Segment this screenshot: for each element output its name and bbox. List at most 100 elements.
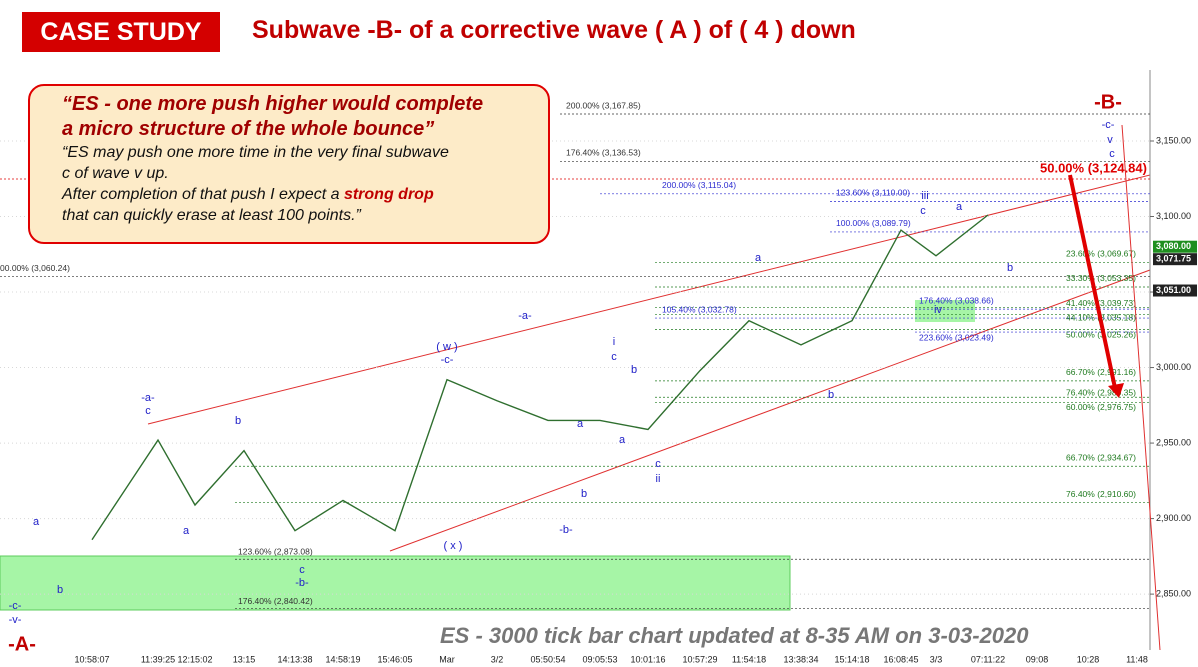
title: Subwave -B- of a corrective wave ( A ) o… xyxy=(252,16,856,44)
y-tick-label: 2,850.00 xyxy=(1156,588,1191,598)
wave-label: b xyxy=(631,364,637,376)
fib-label: 50.00% (3,124.84) xyxy=(1040,160,1147,175)
wave-label: -c- xyxy=(441,354,454,366)
wave-label: ( x ) xyxy=(444,540,463,552)
x-tick-label: 11:39:25 xyxy=(141,654,175,664)
x-tick-label: 14:13:38 xyxy=(277,654,312,664)
y-tick-label: 3,000.00 xyxy=(1156,362,1191,372)
x-tick-label: 12:15:02 xyxy=(177,654,212,664)
wave-label: -b- xyxy=(559,524,573,536)
wave-label: b xyxy=(581,488,587,500)
wave-label: a xyxy=(755,252,762,264)
fib-label: 176.40% (3,136.53) xyxy=(566,148,641,158)
wave-label: c xyxy=(920,205,926,217)
x-tick-label: 13:15 xyxy=(233,654,256,664)
wave-label: c xyxy=(655,458,661,470)
x-tick-label: 3/3 xyxy=(930,654,943,664)
fib-label: 100.00% (3,089.79) xyxy=(836,218,911,228)
wave-label: iv xyxy=(934,304,942,316)
quote-line: After completion of that push I expect a… xyxy=(62,184,548,205)
x-tick-label: 09:05:53 xyxy=(582,654,617,664)
fib-label: 23.60% (3,069.67) xyxy=(1066,249,1136,259)
x-tick-label: 10:28 xyxy=(1077,654,1100,664)
price-tag xyxy=(1153,253,1197,266)
channel-line xyxy=(147,174,1151,425)
forecast-arrow xyxy=(1068,174,1117,389)
wave-label: a xyxy=(577,418,584,430)
x-tick-label: 05:50:54 xyxy=(530,654,565,664)
wave-label: -c- xyxy=(9,600,22,612)
wave-label: c xyxy=(1109,148,1115,160)
x-tick-label: 3/2 xyxy=(491,654,504,664)
wave-label: iii xyxy=(921,190,928,202)
wave-label: a xyxy=(956,201,963,213)
quote-heading: a micro structure of the whole bounce” xyxy=(62,118,435,140)
wave-label: v xyxy=(1107,134,1113,146)
x-tick-label: 11:48 xyxy=(1126,654,1148,664)
fib-label: 33.30% (3,053.35) xyxy=(1066,273,1136,283)
fib-label: 66.70% (2,934.67) xyxy=(1066,452,1136,462)
fib-label: 123.60% (2,873.08) xyxy=(238,547,313,557)
fib-label: 60.00% (2,976.75) xyxy=(1066,402,1136,412)
wave-label: -b- xyxy=(295,577,309,589)
fib-label: 66.70% (2,991.16) xyxy=(1066,367,1136,377)
fib-label: 00.00% (3,060.24) xyxy=(0,263,70,273)
quote-box: “ES - one more push higher would complet… xyxy=(28,84,550,244)
fib-label: 176.40% (3,038.66) xyxy=(919,295,994,305)
fib-label: 200.00% (3,115.04) xyxy=(662,180,736,190)
caption: ES - 3000 tick bar chart updated at 8-35… xyxy=(440,623,1029,648)
wave-label: b xyxy=(1007,262,1013,274)
target-zone xyxy=(915,300,975,322)
fib-label: 76.40% (2,980.35) xyxy=(1066,387,1136,397)
y-tick-label: 2,900.00 xyxy=(1156,513,1191,523)
quote-line: c of wave v up. xyxy=(62,165,169,182)
wave-label: -a- xyxy=(518,310,532,322)
price-tag xyxy=(1153,284,1197,297)
x-tick-label: Mar xyxy=(439,654,455,664)
wave-label: -A- xyxy=(8,633,36,655)
quote-text: After completion of that push I expect a xyxy=(62,186,340,203)
quote-heading: “ES - one more push higher would complet… xyxy=(62,93,484,115)
x-tick-label: 10:58:07 xyxy=(74,654,109,664)
arrow-head xyxy=(1108,383,1124,398)
price-tag-label: 3,071.75 xyxy=(1156,254,1191,264)
fib-label: 223.60% (3,023.49) xyxy=(919,332,994,342)
x-tick-label: 11:54:18 xyxy=(732,654,766,664)
wave-label: a xyxy=(183,525,190,537)
forecast-line xyxy=(1121,124,1161,651)
fib-label: 50.00% (3,025.26) xyxy=(1066,330,1136,340)
fib-label: 176.40% (2,840.42) xyxy=(238,596,313,606)
fib-label: 123.60% (3,110.00) xyxy=(836,188,910,198)
quote-line: that can quickly erase at least 100 poin… xyxy=(62,207,361,224)
wave-label: c xyxy=(611,351,617,363)
wave-label: c xyxy=(299,564,305,576)
fib-label: 200.00% (3,167.85) xyxy=(566,100,641,110)
y-tick-label: 2,950.00 xyxy=(1156,437,1191,447)
wave-label: i xyxy=(613,336,615,348)
target-zone xyxy=(0,555,791,611)
wave-label: b xyxy=(57,584,63,596)
price-line xyxy=(91,214,989,541)
price-tag-label: 3,080.00 xyxy=(1156,241,1191,251)
wave-label: -c- xyxy=(1102,119,1115,131)
wave-label: a xyxy=(619,434,626,446)
wave-label: -B- xyxy=(1094,91,1122,113)
channel-line xyxy=(389,269,1151,552)
x-tick-label: 16:08:45 xyxy=(883,654,918,664)
x-tick-label: 15:14:18 xyxy=(834,654,869,664)
x-tick-label: 10:57:29 xyxy=(682,654,717,664)
fib-label: 76.40% (2,910.60) xyxy=(1066,489,1136,499)
quote-emphasis: strong drop xyxy=(343,186,434,203)
x-tick-label: 09:08 xyxy=(1026,654,1049,664)
x-tick-label: 07:11:22 xyxy=(971,654,1005,664)
x-tick-label: 13:38:34 xyxy=(783,654,818,664)
wave-label: ( w ) xyxy=(436,341,457,353)
wave-label: -v- xyxy=(9,614,22,626)
wave-label: ii xyxy=(656,473,661,485)
price-tag-label: 3,051.00 xyxy=(1156,285,1191,295)
wave-label: -a- xyxy=(141,392,155,404)
price-tag xyxy=(1153,240,1197,253)
wave-label: a xyxy=(33,516,40,528)
